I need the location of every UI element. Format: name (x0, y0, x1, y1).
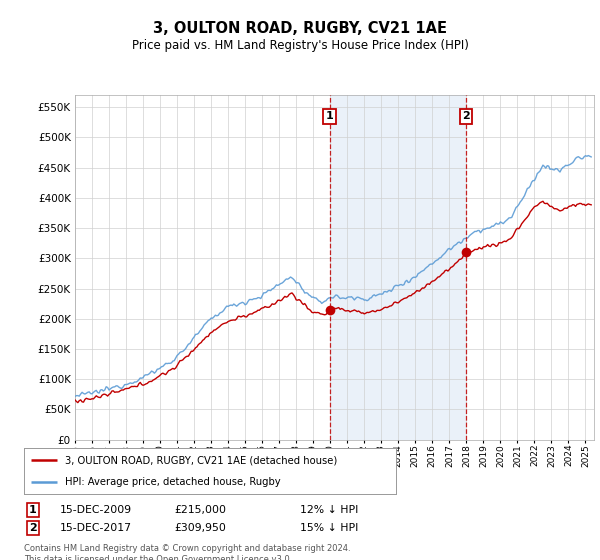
Text: 3, OULTON ROAD, RUGBY, CV21 1AE (detached house): 3, OULTON ROAD, RUGBY, CV21 1AE (detache… (65, 455, 337, 465)
Text: £215,000: £215,000 (174, 505, 226, 515)
Text: 15-DEC-2009: 15-DEC-2009 (60, 505, 132, 515)
Text: 1: 1 (29, 505, 37, 515)
Text: 2: 2 (462, 111, 470, 122)
Text: 1: 1 (326, 111, 334, 122)
Text: 2: 2 (29, 523, 37, 533)
Text: £309,950: £309,950 (174, 523, 226, 533)
Text: HPI: Average price, detached house, Rugby: HPI: Average price, detached house, Rugb… (65, 477, 281, 487)
Text: 12% ↓ HPI: 12% ↓ HPI (300, 505, 358, 515)
Bar (329, 95, 466, 440)
Text: 15-DEC-2017: 15-DEC-2017 (60, 523, 132, 533)
Text: Price paid vs. HM Land Registry's House Price Index (HPI): Price paid vs. HM Land Registry's House … (131, 39, 469, 52)
Text: 3, OULTON ROAD, RUGBY, CV21 1AE: 3, OULTON ROAD, RUGBY, CV21 1AE (153, 21, 447, 36)
Text: Contains HM Land Registry data © Crown copyright and database right 2024.
This d: Contains HM Land Registry data © Crown c… (24, 544, 350, 560)
Text: 15% ↓ HPI: 15% ↓ HPI (300, 523, 358, 533)
